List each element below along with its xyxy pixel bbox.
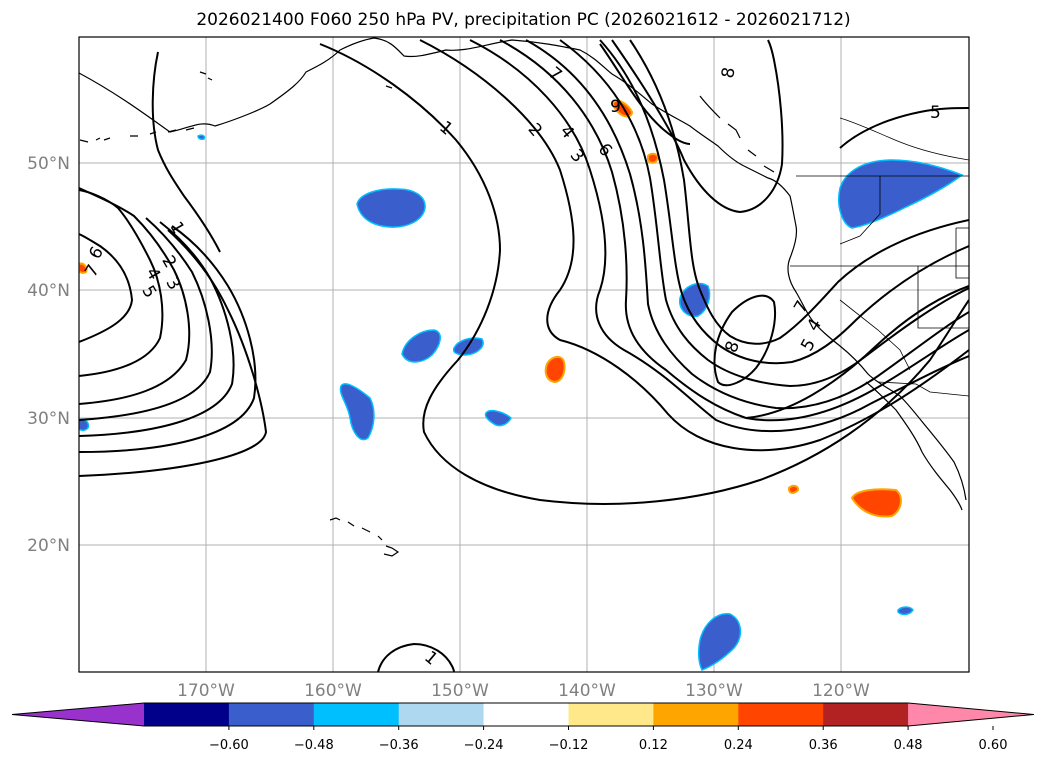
map-frame [78, 36, 970, 673]
contour-label: 5 [930, 103, 941, 123]
colorbar-tick-label: −0.24 [464, 738, 504, 753]
colorbar-segment [738, 703, 824, 726]
contour-label: 9 [610, 97, 621, 117]
colorbar-segment [398, 703, 485, 726]
colorbar-tick-label: 0.24 [724, 738, 753, 753]
precip-positive-area [788, 484, 800, 494]
pv-contours [79, 39, 969, 672]
precip-negative-area [356, 188, 426, 228]
colorbar-extend-max [908, 703, 1034, 726]
map-background [79, 37, 969, 672]
bc-islands [699, 95, 775, 173]
canada-coast [743, 165, 967, 501]
colorbar-segment [483, 703, 569, 726]
precip-negative-area [838, 159, 964, 229]
precip-negative-area [197, 134, 206, 140]
precip-negative-area [401, 329, 441, 363]
colorbar-outline [11, 702, 1035, 727]
colorbar-tick-label: 0.12 [639, 738, 668, 753]
precip-negative-area [339, 383, 375, 441]
lon-label: 120°W [812, 681, 870, 701]
precip-negative-areas [79, 134, 964, 671]
precip-negative-area [697, 613, 742, 671]
hawaii-islands [329, 517, 400, 557]
precip-negative-area [484, 410, 512, 427]
colorbar-segment [228, 703, 315, 726]
lon-label: 170°W [177, 681, 235, 701]
colorbar-tick-label: −0.12 [549, 738, 589, 753]
colorbar-segment [313, 703, 400, 726]
lon-label: 150°W [431, 681, 489, 701]
lat-label: 50°N [27, 154, 70, 174]
colorbar-segment [144, 703, 230, 726]
lon-label: 130°W [685, 681, 743, 701]
colorbar-extend-min [12, 703, 144, 726]
lat-label: 20°N [27, 536, 70, 556]
precip-positive-area [544, 356, 566, 384]
colorbar-tick-label: 0.48 [894, 738, 923, 753]
colorbar-tick-label: −0.36 [379, 738, 419, 753]
colorbar-tick-label: 0.36 [809, 738, 838, 753]
colorbar-segment [568, 703, 654, 726]
colorbar-tick-label: −0.60 [209, 738, 249, 753]
precip-positive-area [647, 152, 660, 164]
lat-label: 40°N [27, 281, 70, 301]
precip-negative-area [897, 606, 914, 616]
contour-label: 8 [718, 66, 740, 80]
baja-coast [865, 381, 963, 511]
precip-positive-areas [79, 99, 902, 518]
colorbar-tick-label: −0.48 [294, 738, 334, 753]
precip-positive-area [850, 488, 902, 518]
map-title: 2026021400 F060 250 hPa PV, precipitatio… [196, 10, 851, 30]
colorbar-segment [653, 703, 739, 726]
colorbar-tick-label: 0.60 [979, 738, 1008, 753]
lon-label: 160°W [304, 681, 362, 701]
graticule [79, 37, 969, 672]
colorbar: −0.60 −0.48 −0.36 −0.24 −0.12 0.12 0.24 0.36 0.4… [11, 702, 1035, 753]
lon-label: 140°W [558, 681, 616, 701]
latitude-axis: 50°N 40°N 30°N 20°N [27, 154, 70, 556]
aleutian-islands [79, 71, 393, 143]
precip-negative-area [79, 418, 90, 432]
colorbar-segment [823, 703, 909, 726]
lat-label: 30°N [27, 409, 70, 429]
longitude-axis: 170°W 160°W 150°W 140°W 130°W 120°W [177, 681, 870, 701]
